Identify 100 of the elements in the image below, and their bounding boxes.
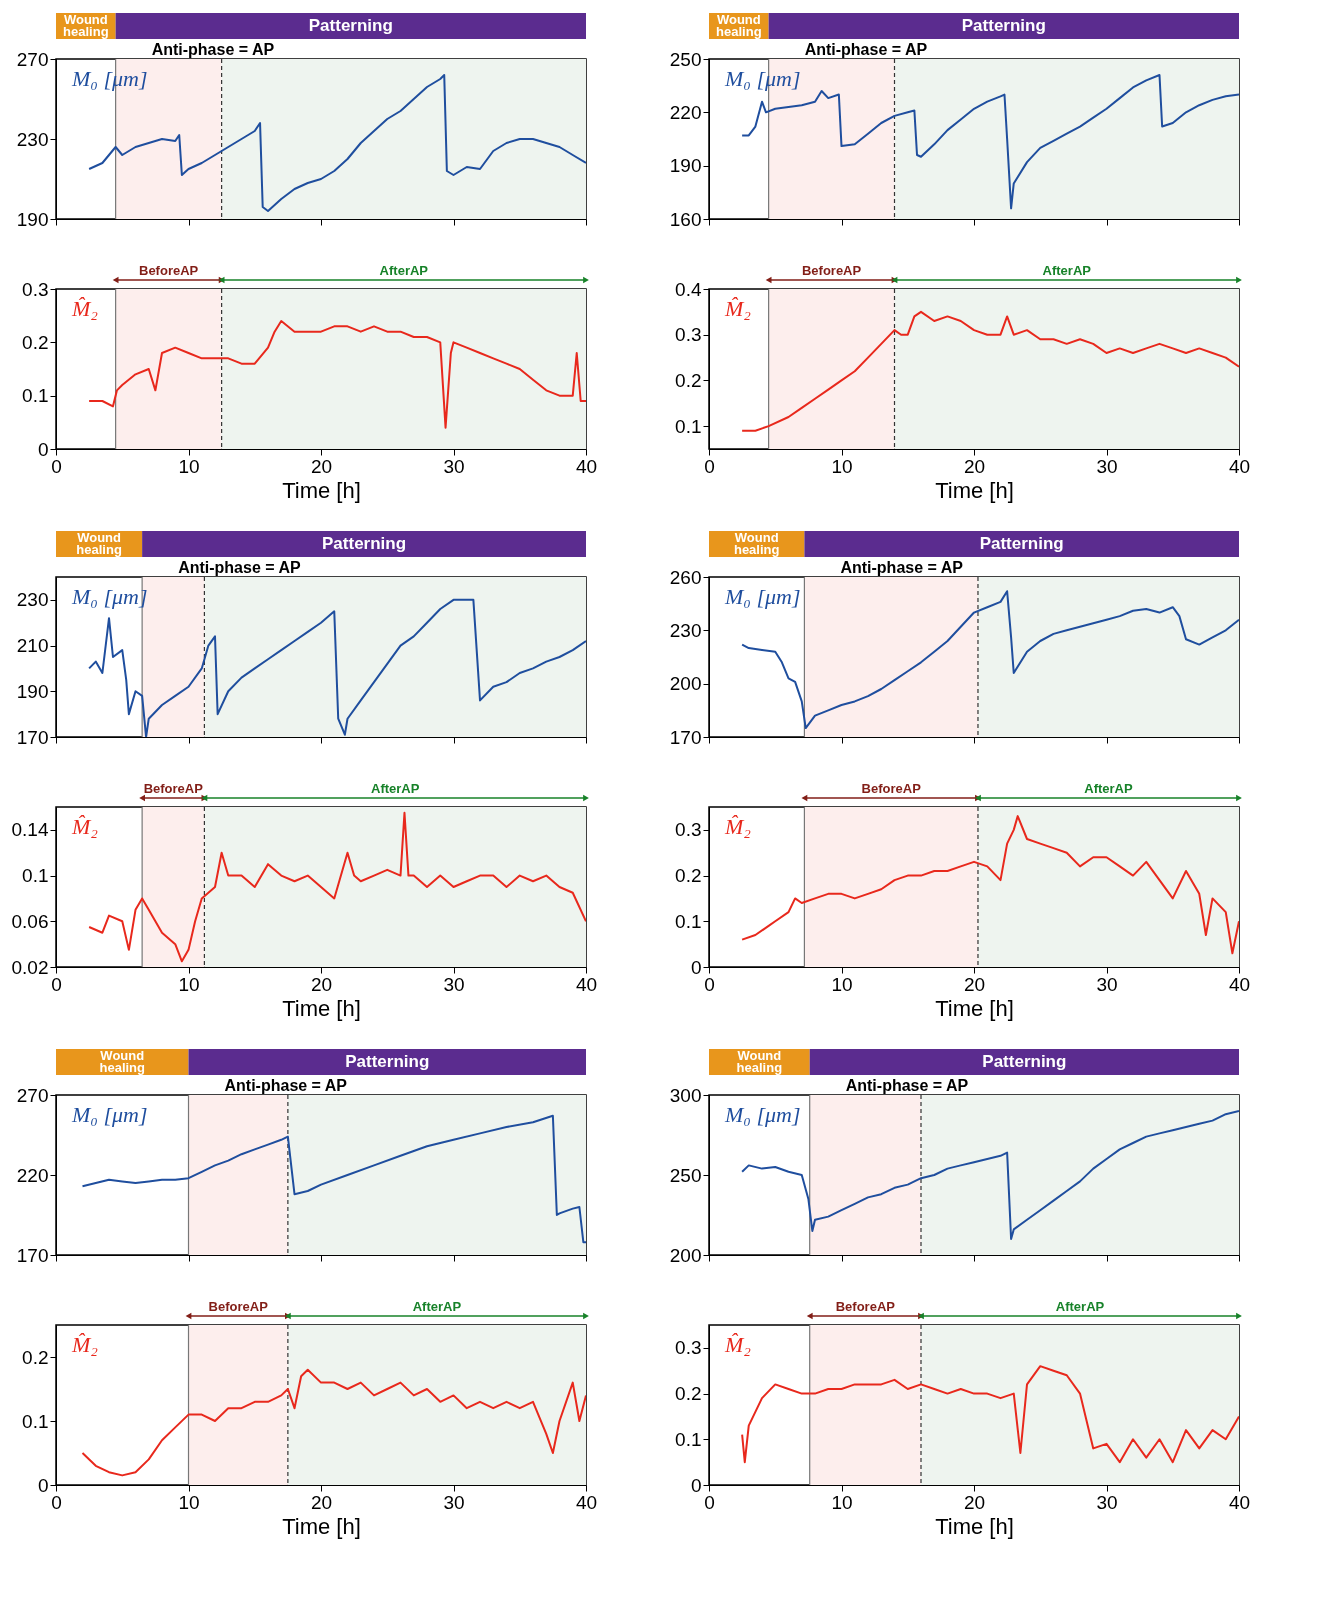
line-series: [88, 320, 586, 429]
x-tick-label: 20: [310, 1491, 333, 1513]
x-tick-label: 40: [575, 455, 598, 477]
x-tick-label: 40: [1228, 1491, 1251, 1513]
x-axis-title: Time [h]: [935, 477, 1014, 503]
line-series: [81, 1368, 586, 1477]
y-tick-label: 170: [669, 726, 702, 748]
text: Patterning: [982, 1052, 1067, 1071]
y-tick-label: 190: [669, 155, 702, 177]
y-tick-label: 0.2: [675, 865, 702, 887]
text: Patterning: [322, 534, 407, 553]
x-tick-label: 40: [575, 1491, 598, 1513]
y-tick-label: 300: [669, 1084, 702, 1106]
x-tick-label: 30: [1096, 1491, 1118, 1513]
y-tick-label: 0.2: [22, 1346, 49, 1368]
y-tick-label: 230: [669, 619, 702, 641]
text: Anti-phase = AP: [224, 1077, 348, 1094]
band-label: BeforeAP: [835, 1299, 896, 1314]
y-tick-label: 0.3: [675, 819, 702, 841]
band-label: AfterAP: [1084, 781, 1134, 796]
band-label: AfterAP: [371, 781, 420, 796]
y-tick-label: 0.1: [675, 1428, 702, 1450]
y-tick-label: 190: [16, 208, 49, 230]
x-axis-title: Time [h]: [282, 477, 361, 503]
line-series: [741, 1365, 1239, 1464]
y-tick-label: 170: [16, 726, 49, 748]
y-tick-label: 0.3: [675, 324, 702, 346]
x-tick-label: 20: [963, 973, 986, 995]
band-label: AfterAP: [379, 263, 429, 278]
y-tick-label: 0.06: [11, 910, 49, 932]
y-tick-label: 190: [16, 680, 49, 702]
text: Anti-phase = AP: [151, 41, 275, 58]
x-tick-label: 10: [178, 1491, 200, 1513]
y-tick-label: 0: [690, 956, 702, 978]
text: M̂₂: [71, 296, 99, 321]
text: Patterning: [308, 16, 393, 35]
band-label: AfterAP: [412, 1299, 462, 1314]
text: Anti-phase = AP: [178, 559, 301, 576]
text: M̂₂: [71, 814, 99, 839]
y-tick-label: 0: [37, 1474, 49, 1496]
y-tick-label: 0.14: [11, 819, 49, 841]
y-tick-label: 160: [669, 208, 702, 230]
x-axis-title: Time [h]: [282, 1513, 361, 1539]
y-tick-label: 0.1: [22, 865, 49, 887]
x-tick-label: 10: [831, 1491, 853, 1513]
band-label: BeforeAP: [801, 263, 862, 278]
text: Anti-phase = AP: [845, 1077, 969, 1094]
y-tick-label: 0.1: [22, 1410, 49, 1432]
text: M₀ [μm]: [71, 1102, 148, 1127]
text: Patterning: [961, 16, 1046, 35]
band-label: BeforeAP: [861, 781, 922, 796]
y-tick-label: 230: [16, 128, 49, 150]
y-tick-label: 220: [16, 1164, 49, 1186]
y-tick-label: 200: [669, 673, 702, 695]
x-tick-label: 30: [443, 973, 465, 995]
text: Anti-phase = AP: [840, 559, 964, 576]
y-tick-label: 0.2: [22, 331, 49, 353]
x-tick-label: 10: [831, 973, 853, 995]
band-label: BeforeAP: [143, 781, 204, 796]
band-label: AfterAP: [1055, 1299, 1105, 1314]
y-tick-label: 0.1: [675, 415, 702, 437]
x-tick-label: 20: [963, 1491, 986, 1513]
text: Wound healing: [733, 530, 780, 557]
x-tick-label: 40: [1228, 455, 1251, 477]
text: Wound healing: [736, 1048, 783, 1075]
x-tick-label: 10: [178, 455, 200, 477]
x-tick-label: 20: [310, 973, 333, 995]
x-axis-title: Time [h]: [935, 1513, 1014, 1539]
y-tick-label: 270: [16, 48, 49, 70]
x-tick-label: 20: [963, 455, 986, 477]
y-tick-label: 0.02: [11, 956, 49, 978]
text: Anti-phase = AP: [804, 41, 928, 58]
band-label: BeforeAP: [139, 263, 199, 278]
text: Wound healing: [716, 12, 762, 39]
x-tick-label: 20: [310, 455, 333, 477]
x-tick-label: 30: [443, 455, 465, 477]
y-tick-label: 0: [37, 438, 49, 460]
y-tick-label: 0: [690, 1474, 702, 1496]
x-axis-title: Time [h]: [935, 995, 1014, 1021]
x-tick-label: 10: [831, 455, 853, 477]
text: Wound healing: [63, 12, 109, 39]
series-label: M₀ [μm]: [71, 584, 148, 609]
y-tick-label: 250: [669, 48, 702, 70]
y-tick-label: 0.2: [675, 1383, 702, 1405]
y-tick-label: 210: [16, 635, 49, 657]
x-tick-label: 40: [575, 973, 598, 995]
text: Patterning: [345, 1052, 430, 1071]
x-tick-label: 30: [443, 1491, 465, 1513]
y-tick-label: 220: [669, 101, 702, 123]
y-tick-label: 0.1: [22, 385, 49, 407]
text: M̂₂: [724, 814, 752, 839]
band-label: AfterAP: [1042, 263, 1092, 278]
x-axis-title: Time [h]: [282, 995, 361, 1021]
y-tick-label: 0.3: [22, 278, 49, 300]
y-tick-label: 0.2: [675, 369, 702, 391]
text: M̂₂: [71, 1332, 99, 1357]
x-tick-label: 40: [1228, 973, 1251, 995]
y-tick-label: 270: [16, 1084, 49, 1106]
text: M₀ [μm]: [724, 1102, 801, 1127]
text: Wound healing: [99, 1048, 146, 1075]
